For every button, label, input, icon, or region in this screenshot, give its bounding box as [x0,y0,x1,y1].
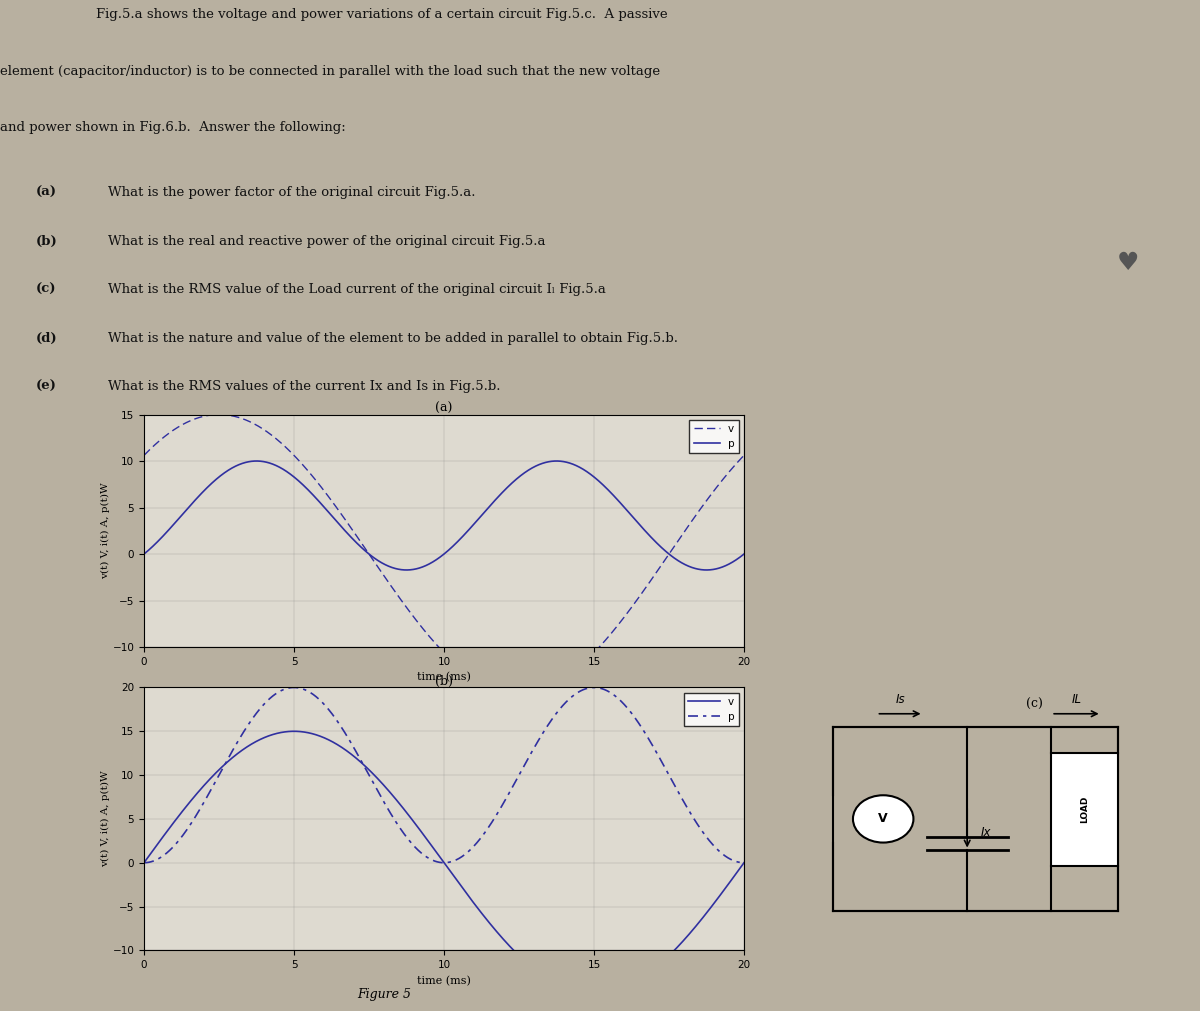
Text: (e): (e) [36,380,56,393]
Text: element (capacitor/inductor) is to be connected in parallel with the load such t: element (capacitor/inductor) is to be co… [0,65,660,78]
Text: What is the RMS values of the current Ix and Is in Fig.5.b.: What is the RMS values of the current Ix… [108,380,500,393]
Text: ♥: ♥ [1117,251,1139,275]
Y-axis label: v(t) V, i(t) A, p(t)W: v(t) V, i(t) A, p(t)W [101,482,109,579]
X-axis label: time (ms): time (ms) [418,976,470,986]
Bar [833,727,1118,911]
Title: (a): (a) [436,401,452,415]
Text: (b): (b) [36,235,58,248]
Text: (a): (a) [36,186,58,199]
Text: and power shown in Fig.6.b.  Answer the following:: and power shown in Fig.6.b. Answer the f… [0,121,346,134]
Text: (d): (d) [36,332,58,345]
Text: What is the power factor of the original circuit Fig.5.a.: What is the power factor of the original… [108,186,475,199]
Y-axis label: v(t) V, i(t) A, p(t)W: v(t) V, i(t) A, p(t)W [101,770,109,867]
Text: What is the RMS value of the Load current of the original circuit Iₗ Fig.5.a: What is the RMS value of the Load curren… [108,283,606,296]
Title: (b): (b) [436,674,454,687]
Text: Fig.5.a shows the voltage and power variations of a certain circuit Fig.5.c.  A : Fig.5.a shows the voltage and power vari… [96,8,667,21]
Text: What is the real and reactive power of the original circuit Fig.5.a: What is the real and reactive power of t… [108,235,546,248]
Text: LOAD: LOAD [1080,796,1090,823]
Text: Is: Is [895,693,905,706]
Text: IL: IL [1072,693,1081,706]
Text: Figure 5: Figure 5 [358,988,410,1001]
Text: (c): (c) [1026,698,1043,711]
Text: Ix: Ix [980,826,991,838]
X-axis label: time (ms): time (ms) [418,672,470,682]
Legend: v, p: v, p [684,693,739,726]
Text: What is the nature and value of the element to be added in parallel to obtain Fi: What is the nature and value of the elem… [108,332,678,345]
Circle shape [853,796,913,842]
Text: (c): (c) [36,283,56,296]
Bar [1051,753,1118,866]
Legend: v, p: v, p [690,420,739,453]
Text: V: V [878,813,888,825]
